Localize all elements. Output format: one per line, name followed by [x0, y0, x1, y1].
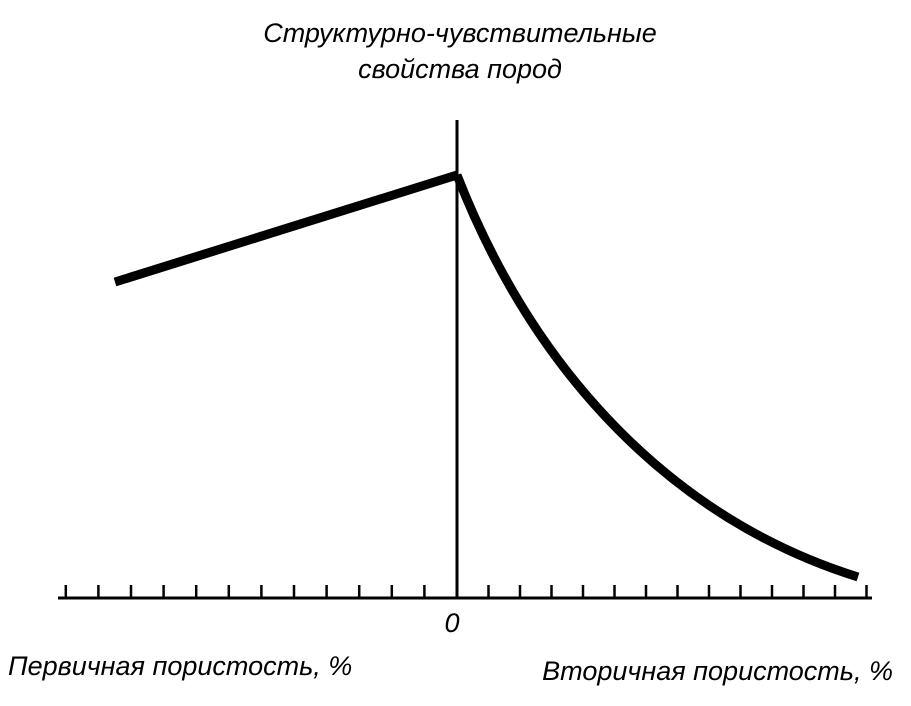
x-axis-label-right: Вторичная пористость, % — [542, 656, 893, 686]
primary-porosity-line — [113, 170, 459, 287]
title-line: Структурно-чувствительные — [263, 18, 657, 48]
title-line: свойства пород — [358, 54, 562, 84]
axis-ticks — [64, 585, 868, 598]
secondary-porosity-curve — [452, 173, 860, 582]
origin-label: 0 — [444, 608, 459, 638]
x-axis-label-left: Первичная пористость, % — [8, 651, 352, 681]
